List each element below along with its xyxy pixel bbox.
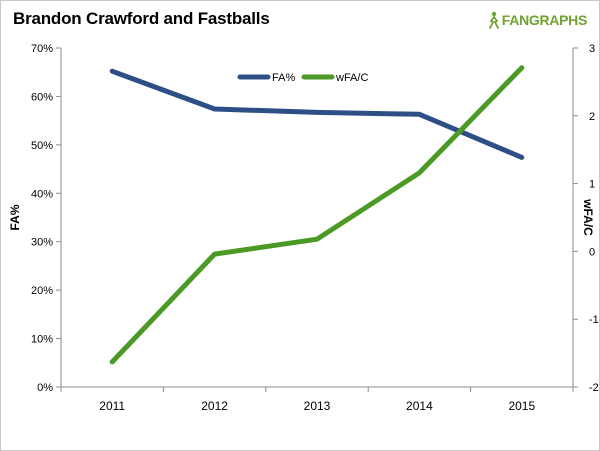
chart-title: Brandon Crawford and Fastballs: [13, 9, 270, 28]
fangraphs-logo-icon: [488, 11, 499, 29]
x-tick-label: 2011: [99, 399, 125, 413]
x-tick-label: 2012: [201, 399, 228, 413]
y-axis-left-title: FA%: [8, 204, 22, 230]
y-right-tick-label: -1: [589, 314, 599, 326]
y-right-tick-label: 0: [589, 246, 595, 258]
legend-label-wfa-c: wFA/C: [335, 72, 368, 84]
y-left-tick-label: 0%: [37, 382, 53, 394]
y-left-tick-label: 60%: [31, 91, 53, 103]
y-axis-right-title: wFA/C: [581, 198, 595, 236]
y-left-tick-label: 10%: [31, 334, 53, 346]
x-tick-label: 2013: [304, 399, 331, 413]
series-line-fa-pct: [109, 68, 525, 160]
y-right-tick-label: 1: [589, 179, 595, 191]
y-left-tick-label: 20%: [31, 285, 53, 297]
logo-text-graphs: GRAPHS: [528, 12, 587, 28]
y-left-tick-label: 70%: [31, 43, 53, 55]
x-tick-label: 2014: [406, 399, 433, 413]
y-left-tick-label: 40%: [31, 188, 53, 200]
y-right-tick-label: -2: [589, 382, 599, 394]
y-left-tick-label: 30%: [31, 237, 53, 249]
y-left-tick-label: 50%: [31, 140, 53, 152]
y-right-tick-label: 3: [589, 43, 595, 55]
x-tick-label: 2015: [508, 399, 535, 413]
logo-text-fan: FAN: [501, 12, 529, 28]
legend-label-fa-pct: FA%: [272, 72, 295, 84]
y-right-tick-label: 2: [589, 111, 595, 123]
fangraphs-logo: FANGRAPHS: [486, 9, 587, 31]
